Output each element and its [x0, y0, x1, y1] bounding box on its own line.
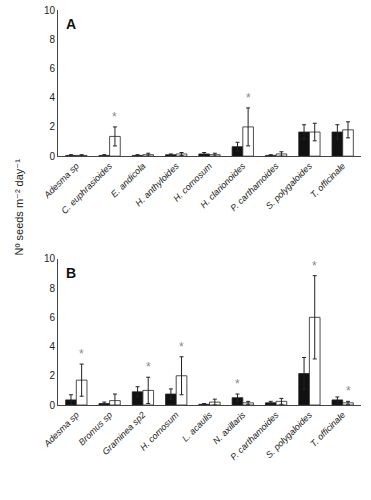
svg-text:Bromus sp: Bromus sp	[77, 410, 114, 447]
svg-text:8: 8	[49, 34, 55, 45]
svg-text:Nº seeds m⁻² day⁻¹: Nº seeds m⁻² day⁻¹	[13, 159, 25, 256]
svg-text:6: 6	[49, 312, 55, 323]
svg-text:H. clarionoides: H. clarionoides	[198, 161, 248, 211]
svg-text:0: 0	[49, 400, 55, 411]
svg-text:*: *	[179, 340, 184, 354]
svg-text:10: 10	[44, 253, 56, 264]
svg-text:H. anthyloides: H. anthyloides	[133, 161, 181, 209]
svg-text:8: 8	[49, 283, 55, 294]
svg-text:*: *	[112, 110, 117, 124]
svg-text:2: 2	[49, 370, 55, 381]
svg-text:4: 4	[49, 341, 55, 352]
svg-text:P. carthamoides: P. carthamoides	[228, 409, 281, 462]
svg-text:T. officinale: T. officinale	[308, 410, 347, 449]
svg-text:S. polygaloides: S. polygaloides	[264, 161, 315, 212]
svg-text:H. comosum: H. comosum	[138, 409, 181, 452]
svg-text:A: A	[66, 16, 76, 32]
svg-text:Graminea sp2: Graminea sp2	[100, 410, 147, 457]
svg-text:Adesma sp: Adesma sp	[41, 410, 81, 450]
svg-text:Adesma sp: Adesma sp	[41, 161, 81, 201]
svg-text:C. euphrasioides: C. euphrasioides	[59, 161, 114, 216]
svg-text:T. officinale: T. officinale	[308, 161, 347, 200]
svg-text:*: *	[312, 259, 317, 273]
svg-text:L. acaulis: L. acaulis	[180, 409, 214, 443]
svg-text:*: *	[235, 377, 240, 391]
svg-text:10: 10	[44, 5, 56, 16]
svg-text:2: 2	[49, 121, 55, 132]
svg-text:*: *	[246, 91, 251, 105]
svg-text:*: *	[79, 347, 84, 361]
svg-text:*: *	[146, 360, 151, 374]
svg-text:B: B	[66, 265, 76, 281]
svg-text:4: 4	[49, 92, 55, 103]
svg-text:H. comosum: H. comosum	[171, 161, 214, 204]
svg-text:6: 6	[49, 63, 55, 74]
svg-text:P. carthamoides: P. carthamoides	[228, 161, 281, 214]
svg-text:N. axillaris: N. axillaris	[211, 409, 248, 446]
svg-text:0: 0	[49, 151, 55, 162]
svg-text:*: *	[346, 384, 351, 398]
svg-text:E. andicola: E. andicola	[109, 161, 148, 200]
svg-text:S. polygaloides: S. polygaloides	[264, 409, 315, 460]
